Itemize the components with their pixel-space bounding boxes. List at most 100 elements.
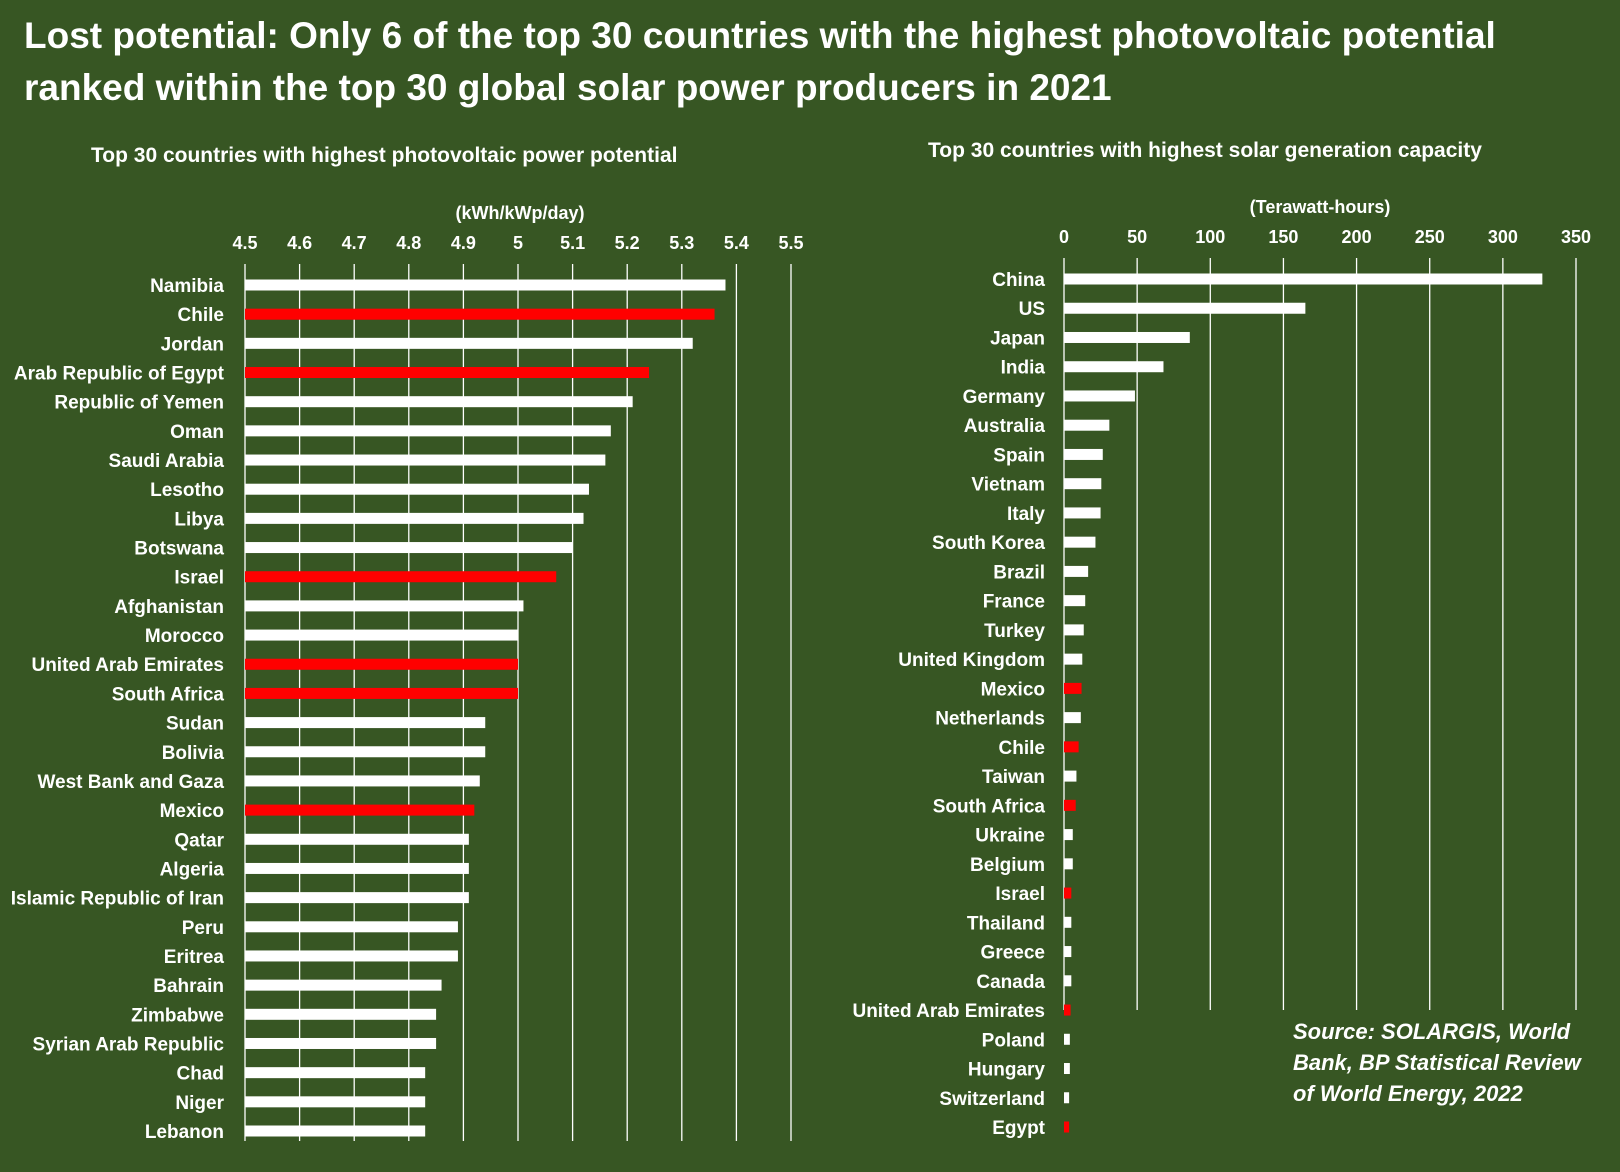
right-bar-greece xyxy=(1064,946,1072,958)
left-bar-oman xyxy=(245,425,611,437)
right-bar-canada xyxy=(1064,975,1072,987)
left-bar-sudan xyxy=(245,717,486,729)
right-category-label: Switzerland xyxy=(939,1089,1045,1110)
left-category-label: Peru xyxy=(182,918,224,939)
right-bar-japan xyxy=(1064,331,1190,343)
left-bar-syrian-arab-republic xyxy=(245,1037,437,1049)
right-category-label: Japan xyxy=(990,328,1045,349)
main-title: Lost potential: Only 6 of the top 30 cou… xyxy=(24,15,1496,108)
left-category-label: Eritrea xyxy=(164,947,225,968)
right-category-label: Poland xyxy=(982,1030,1045,1051)
right-bar-australia xyxy=(1064,419,1110,431)
source-note: Source: SOLARGIS, World Bank, BP Statist… xyxy=(1293,1019,1581,1106)
right-bar-egypt xyxy=(1064,1121,1070,1133)
left-category-label: Mexico xyxy=(160,801,224,822)
left-category-label: Qatar xyxy=(174,830,224,851)
right-chart-title: Top 30 countries with highest solar gene… xyxy=(928,139,1482,162)
left-bar-zimbabwe xyxy=(245,1008,437,1020)
right-bar-switzerland xyxy=(1064,1092,1070,1104)
left-category-label: Afghanistan xyxy=(114,597,224,618)
left-category-label: Oman xyxy=(170,422,224,443)
left-category-label: Bahrain xyxy=(153,976,224,997)
left-bar-lesotho xyxy=(245,483,589,495)
left-category-label: Chile xyxy=(178,305,224,326)
right-category-label: Hungary xyxy=(968,1060,1046,1081)
right-category-label: Spain xyxy=(993,445,1045,466)
right-category-label: Israel xyxy=(995,884,1045,905)
left-bar-chad xyxy=(245,1067,426,1079)
right-bar-turkey xyxy=(1064,624,1084,636)
right-category-label: Greece xyxy=(981,943,1045,964)
left-tick-label: 5 xyxy=(513,233,523,253)
left-bar-chile xyxy=(245,308,715,320)
left-bar-peru xyxy=(245,921,458,933)
right-category-label: Australia xyxy=(964,416,1046,437)
right-bar-belgium xyxy=(1064,858,1073,870)
left-bar-south-africa xyxy=(245,687,518,699)
left-bar-chart: 4.5 4.6 4.7 4.8 4.9 5 5.1 5.2 5.3 5.4 5.5 Namibia Ch… xyxy=(11,233,804,1143)
right-category-label: Brazil xyxy=(993,562,1045,583)
left-tick-label: 5.3 xyxy=(669,233,694,253)
right-bar-chile xyxy=(1064,741,1079,753)
right-bar-mexico xyxy=(1064,682,1082,694)
right-bar-south-africa xyxy=(1064,799,1076,811)
right-tick-label: 200 xyxy=(1342,227,1372,247)
left-bar-qatar xyxy=(245,833,469,845)
right-bar-brazil xyxy=(1064,565,1089,577)
right-category-label: Ukraine xyxy=(975,826,1045,847)
right-bar-china xyxy=(1064,273,1543,285)
left-category-label: Morocco xyxy=(145,626,224,647)
left-category-label: Niger xyxy=(175,1093,224,1114)
left-bar-botswana xyxy=(245,542,573,554)
right-bar-india xyxy=(1064,361,1164,373)
left-bar-jordan xyxy=(245,337,693,349)
right-category-label: Vietnam xyxy=(971,475,1045,496)
left-bar-republic-of-yemen xyxy=(245,396,633,408)
left-category-label: Saudi Arabia xyxy=(109,451,225,472)
right-bar-ukraine xyxy=(1064,829,1073,841)
left-tick-label: 4.7 xyxy=(342,233,367,253)
left-category-label: United Arab Emirates xyxy=(31,655,224,676)
right-tick-label: 350 xyxy=(1561,227,1591,247)
right-category-label: Mexico xyxy=(981,679,1045,700)
left-category-label: Namibia xyxy=(150,276,224,297)
right-bar-taiwan xyxy=(1064,770,1077,782)
right-chart-axis-label: (Terawatt-hours) xyxy=(1249,197,1391,217)
right-tick-label: 300 xyxy=(1488,227,1518,247)
left-tick-label: 4.6 xyxy=(287,233,312,253)
left-bar-morocco xyxy=(245,629,518,641)
right-bar-hungary xyxy=(1064,1063,1070,1075)
left-tick-label: 5.4 xyxy=(724,233,749,253)
left-bar-bahrain xyxy=(245,979,442,991)
left-category-label: Israel xyxy=(174,568,224,589)
left-category-label: Zimbabwe xyxy=(131,1005,224,1026)
left-chart-axis-label: (kWh/kWp/day) xyxy=(455,203,585,223)
left-category-label: Islamic Republic of Iran xyxy=(11,889,224,910)
left-bar-united-arab-emirates xyxy=(245,658,518,670)
left-tick-label: 4.8 xyxy=(396,233,421,253)
left-bar-saudi-arabia xyxy=(245,454,606,466)
right-category-label: Egypt xyxy=(992,1118,1045,1139)
right-category-label: Taiwan xyxy=(982,767,1045,788)
left-tick-label: 4.5 xyxy=(232,233,257,253)
left-category-label: Sudan xyxy=(166,714,224,735)
left-bar-arab-republic-of-egypt xyxy=(245,367,650,379)
right-category-label: Italy xyxy=(1007,504,1045,525)
left-category-label: Lesotho xyxy=(150,480,224,501)
left-category-label: Syrian Arab Republic xyxy=(33,1034,225,1055)
left-tick-label: 5.1 xyxy=(560,233,585,253)
left-tick-label: 5.2 xyxy=(615,233,640,253)
left-category-label: West Bank and Gaza xyxy=(37,772,224,793)
right-bar-vietnam xyxy=(1064,478,1102,490)
left-bar-afghanistan xyxy=(245,600,524,612)
left-category-label: Algeria xyxy=(160,859,225,880)
right-bar-united-arab-emirates xyxy=(1064,1004,1071,1016)
left-bar-israel xyxy=(245,571,557,583)
right-bar-italy xyxy=(1064,507,1101,519)
left-bar-bolivia xyxy=(245,746,486,758)
right-category-label: South Korea xyxy=(932,533,1045,554)
right-category-label: Canada xyxy=(976,972,1045,993)
right-category-label: India xyxy=(1001,358,1046,379)
left-category-label: South Africa xyxy=(112,684,225,705)
